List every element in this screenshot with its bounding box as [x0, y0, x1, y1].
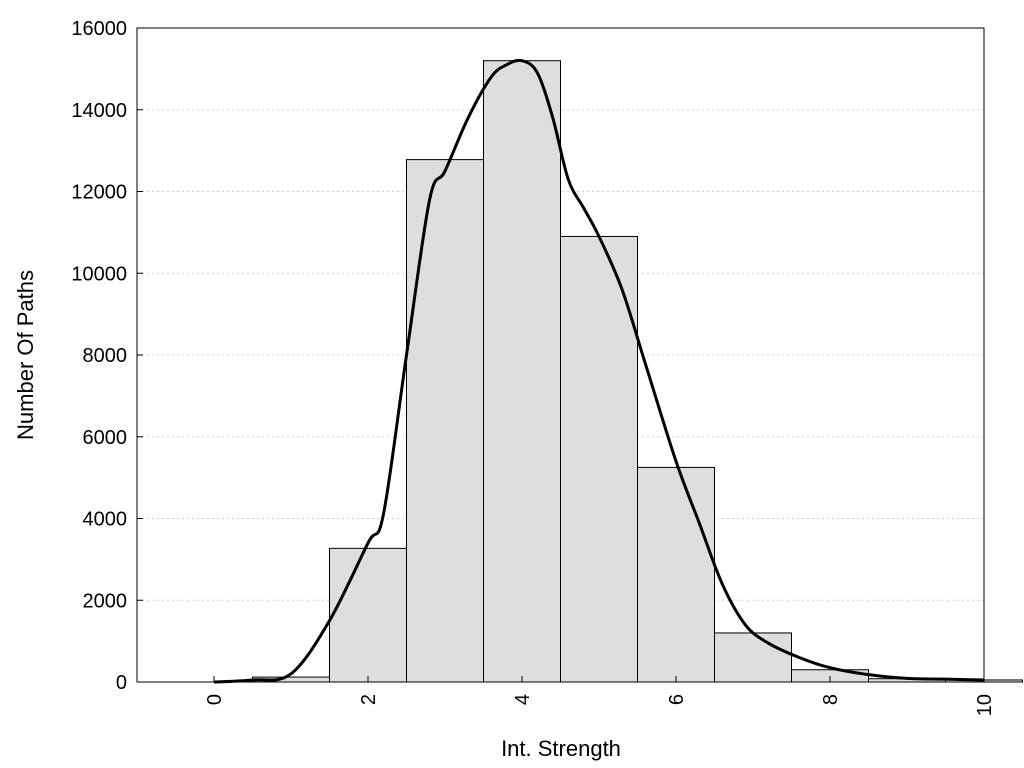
- y-tick-label-0: 0: [116, 672, 127, 694]
- y-tick-label-2: 4000: [83, 509, 128, 531]
- bar-3: [406, 159, 484, 683]
- bars-layer: [252, 60, 1023, 683]
- x-tick-label-0: 0: [204, 694, 226, 705]
- x-tick-label-1: 2: [358, 694, 380, 705]
- bar-6: [637, 466, 715, 683]
- y-axis-title: Number Of Paths: [13, 270, 38, 440]
- bar-2: [329, 547, 407, 683]
- grid-layer: [137, 109, 984, 601]
- curve-layer: [213, 58, 985, 684]
- y-tick-label-6: 12000: [71, 182, 127, 204]
- y-tick-label-5: 10000: [71, 263, 127, 285]
- bar-4: [483, 60, 561, 683]
- x-tick-label-2: 4: [512, 694, 534, 705]
- y-tick-label-1: 2000: [83, 590, 128, 612]
- x-tick-label-3: 6: [666, 694, 688, 705]
- x-axis-title: Int. Strength: [501, 736, 621, 761]
- x-tick-label-5: 10: [974, 694, 996, 716]
- x-tick-label-4: 8: [820, 694, 842, 705]
- density-curve: [213, 58, 985, 684]
- bar-7: [714, 632, 792, 683]
- y-tick-label-8: 16000: [71, 18, 127, 40]
- ticks-layer: 0 2000 4000 6000 8000 10000 12000 14000 16000 0 2 4…: [71, 18, 996, 716]
- y-tick-label-3: 6000: [83, 427, 128, 449]
- y-tick-label-4: 8000: [83, 345, 128, 367]
- y-tick-label-7: 14000: [71, 100, 127, 122]
